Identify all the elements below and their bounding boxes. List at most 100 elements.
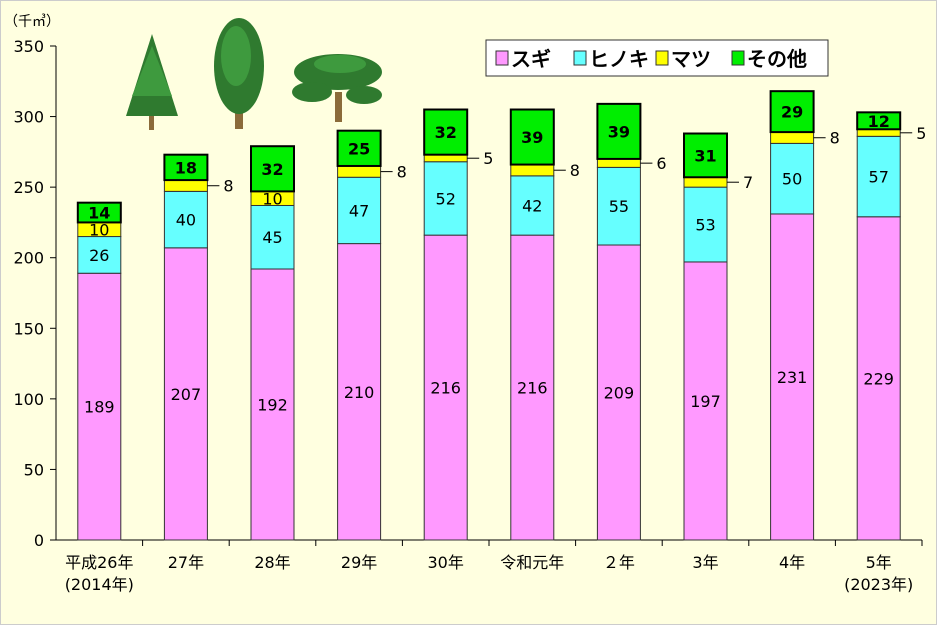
cypress-tree-icon [214, 18, 264, 129]
legend-swatch [731, 50, 745, 66]
y-tick-label: 50 [24, 460, 44, 479]
category-label: 28年 [254, 553, 290, 572]
category-label: ２年 [603, 553, 635, 572]
bar-segment [250, 204, 295, 270]
category-label: (2023年) [844, 575, 913, 594]
bar-segment [163, 179, 208, 192]
bar-segment [77, 272, 122, 541]
legend-swatch [573, 50, 587, 66]
data-label: 50 [782, 170, 802, 189]
bar-top-outline [509, 108, 555, 166]
data-label: 39 [608, 122, 630, 141]
tree-illustrations [126, 18, 382, 130]
bar-segment [163, 247, 208, 541]
bar-segment [510, 234, 555, 541]
legend-label: ヒノキ [589, 47, 649, 71]
bar-segment [510, 164, 555, 177]
cedar-tree-icon [126, 34, 178, 130]
data-label: 40 [176, 211, 196, 230]
data-label: 8 [570, 161, 580, 180]
bar-top-outline [336, 129, 382, 167]
bar-segment [596, 166, 641, 246]
data-label: 42 [522, 196, 542, 215]
category-label: 令和元年 [500, 553, 564, 572]
bars [76, 90, 902, 541]
bar-segment [683, 261, 728, 541]
axes: 0 50 100 150 200 250 300 350 [13, 37, 923, 550]
bar-segment [856, 135, 901, 218]
data-label: 29 [781, 103, 803, 122]
data-label: 10 [262, 189, 282, 208]
data-label: 45 [262, 228, 282, 247]
bar-segment [510, 175, 555, 236]
data-label: 8 [397, 163, 407, 182]
bar-segment [250, 268, 295, 541]
y-tick-label: 150 [13, 319, 44, 338]
data-label: 8 [223, 177, 233, 196]
data-label: 31 [694, 146, 716, 165]
category-label: 4年 [779, 553, 805, 572]
data-label: 192 [257, 396, 288, 415]
legend-label: その他 [747, 47, 807, 71]
y-tick-label: 350 [13, 37, 44, 56]
data-label: 10 [89, 220, 109, 239]
data-label: 25 [348, 139, 370, 158]
bar-top-outline [769, 90, 815, 134]
bar-segment [770, 90, 815, 133]
bar-segment [596, 158, 641, 168]
bar-top-outline [250, 145, 295, 193]
data-label: 207 [171, 385, 202, 404]
bar-segment [596, 244, 641, 541]
data-label: 32 [261, 160, 283, 179]
category-label: 平成26年 [65, 553, 133, 572]
bar-top-outline [163, 153, 209, 182]
data-label: 7 [743, 173, 753, 192]
data-label: 216 [517, 379, 548, 398]
data-label: 14 [88, 204, 110, 223]
data-label: 53 [695, 216, 715, 235]
data-label: 52 [436, 189, 456, 208]
data-label: 12 [868, 112, 890, 131]
data-label: 55 [609, 197, 629, 216]
data-label: 209 [604, 384, 635, 403]
data-label: 39 [521, 128, 543, 147]
bar-segment [770, 213, 815, 541]
unit-label: （千㎥） [4, 14, 60, 30]
data-label: 8 [830, 129, 840, 148]
bar-segment [423, 154, 468, 163]
bar-segment [770, 131, 815, 144]
data-label: 197 [690, 392, 721, 411]
bar-top-outline [423, 108, 469, 156]
data-label: 26 [89, 246, 109, 265]
pine-tree-icon [292, 54, 382, 122]
y-tick-label: 200 [13, 249, 44, 268]
category-label: 5年 [866, 553, 892, 572]
bar-segment [683, 176, 728, 188]
bar-segment [337, 165, 382, 178]
category-label: 29年 [341, 553, 377, 572]
bar-segment [337, 243, 382, 541]
data-label: 229 [863, 369, 894, 388]
data-label: 32 [435, 123, 457, 142]
legend: スギ ヒノキ マツ その他 [485, 39, 829, 77]
category-label: 30年 [428, 553, 464, 572]
data-label: 231 [777, 368, 808, 387]
bar-segment [423, 234, 468, 541]
legend-swatch [655, 50, 669, 66]
category-labels: 平成26年 (2014年) 27年 28年 29年 30年 令和元年 ２年 3年 4年 5年 (202… [65, 553, 914, 594]
data-label: 6 [656, 154, 666, 173]
data-label: 5 [916, 124, 926, 143]
data-label: 57 [869, 168, 889, 187]
data-label: 216 [430, 379, 461, 398]
category-label: 27年 [168, 553, 204, 572]
bar-segment [683, 133, 728, 178]
category-label: 3年 [692, 553, 718, 572]
legend-label: マツ [671, 47, 711, 71]
legend-swatch [495, 50, 509, 66]
bar-segment [856, 216, 901, 541]
bar-top-outline [76, 201, 122, 224]
bar-segment [770, 142, 815, 215]
bar-segment [250, 145, 295, 192]
